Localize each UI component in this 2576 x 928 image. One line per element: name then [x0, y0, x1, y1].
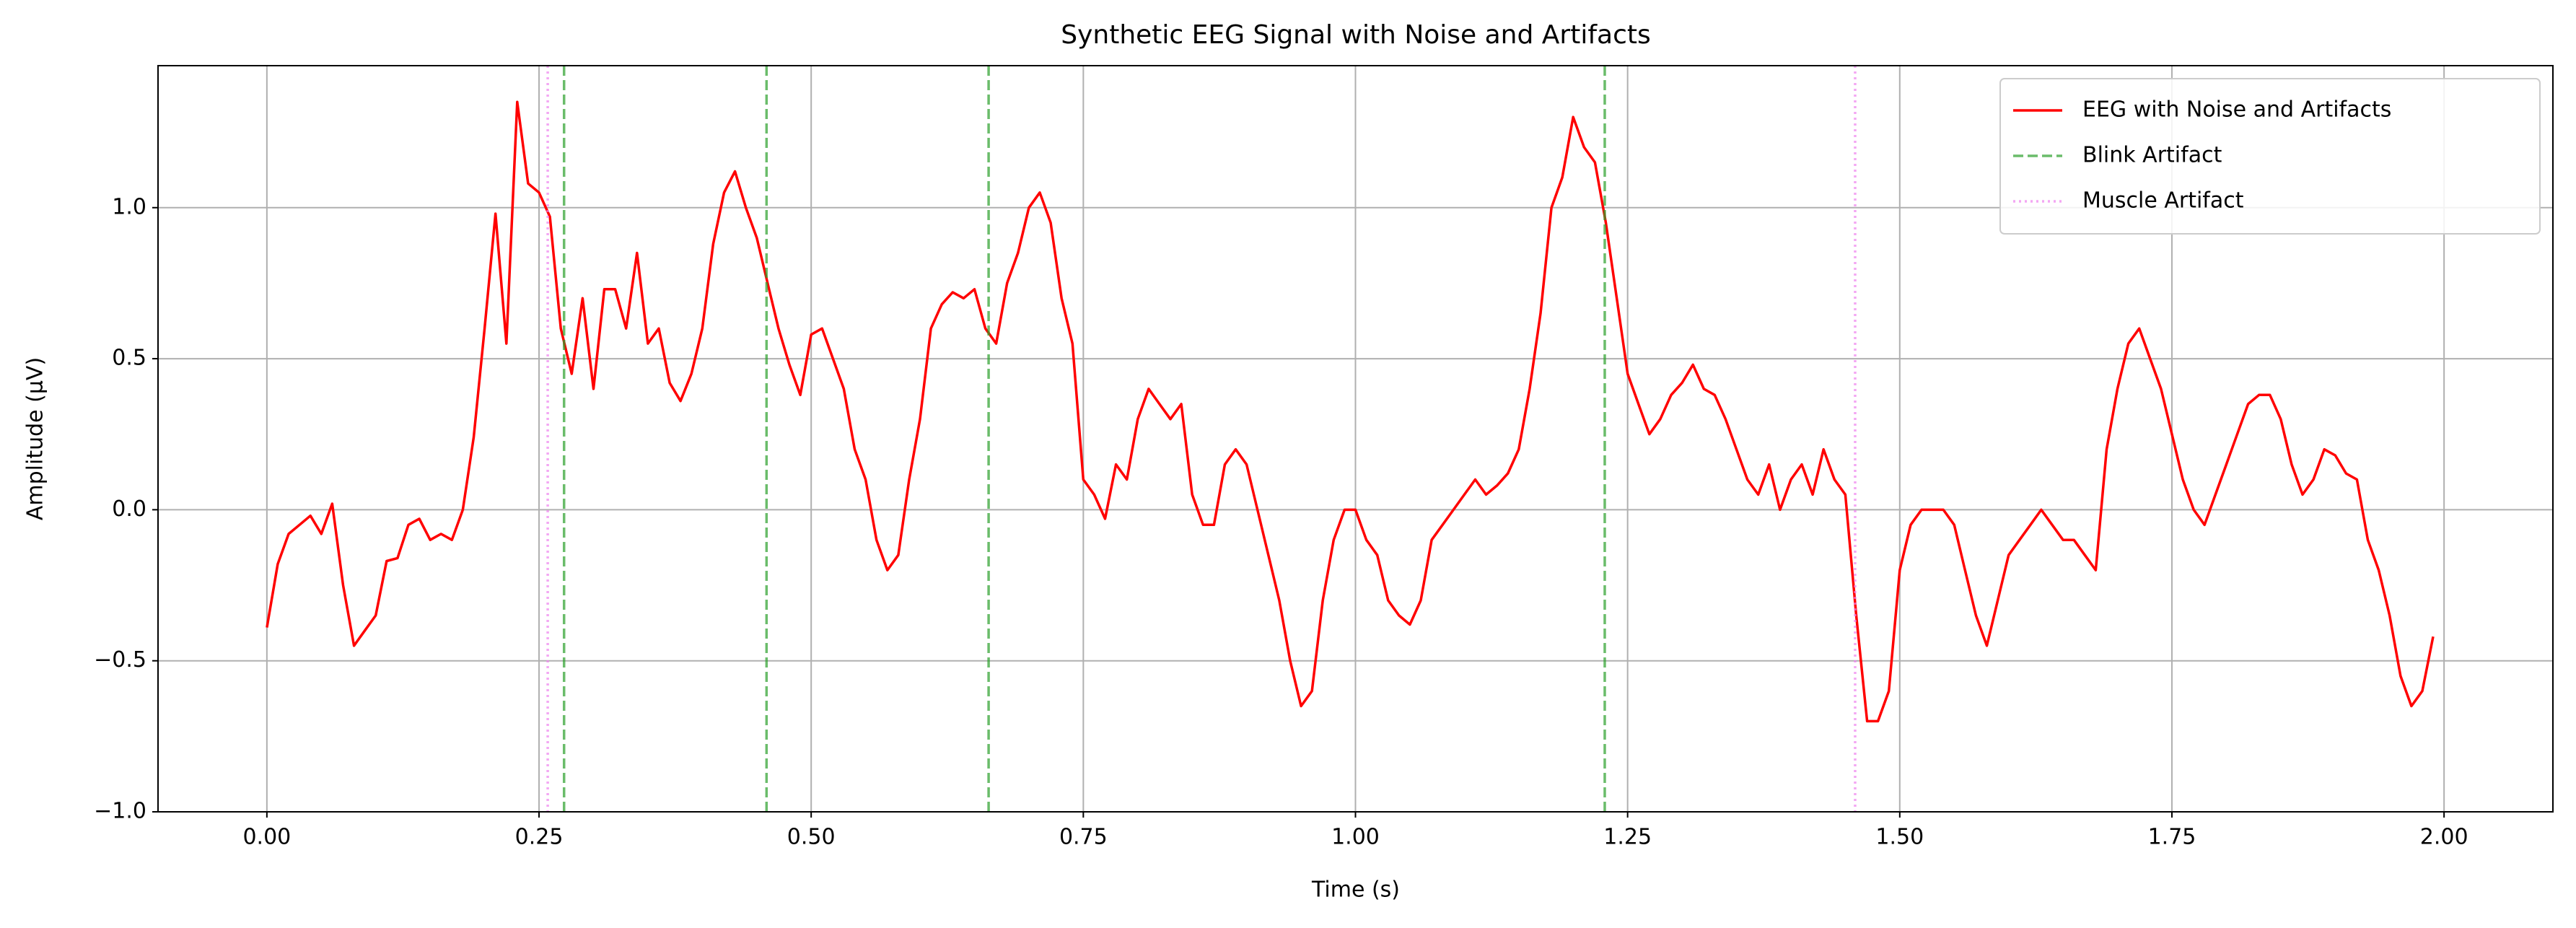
- y-tick-label: −1.0: [94, 799, 146, 824]
- x-tick-label: 0.25: [515, 825, 564, 850]
- x-tick-label: 0.00: [242, 825, 291, 850]
- y-tick-label: −0.5: [94, 647, 146, 673]
- y-tick-label: 0.5: [112, 346, 146, 371]
- x-tick-label: 1.50: [1875, 825, 1924, 850]
- x-tick-label: 0.75: [1059, 825, 1108, 850]
- y-axis-label: Amplitude (µV): [23, 357, 48, 520]
- x-tick-label: 1.25: [1603, 825, 1652, 850]
- y-tick-label: 1.0: [112, 194, 146, 219]
- legend-label: Muscle Artifact: [2082, 188, 2244, 214]
- x-tick-label: 1.00: [1331, 825, 1380, 850]
- chart-title: Synthetic EEG Signal with Noise and Arti…: [1061, 20, 1651, 50]
- x-tick-label: 2.00: [2420, 825, 2468, 850]
- legend-label: EEG with Noise and Artifacts: [2082, 97, 2391, 123]
- legend-box: [1999, 78, 2541, 235]
- signal-line: [266, 100, 2435, 723]
- x-tick-label: 1.75: [2148, 825, 2196, 850]
- x-tick-label: 0.50: [787, 825, 836, 850]
- plot-frame: [157, 65, 2554, 813]
- legend-label: Blink Artifact: [2082, 143, 2222, 168]
- x-axis-label: Time (s): [1311, 877, 1400, 903]
- y-tick-label: 0.0: [112, 496, 146, 522]
